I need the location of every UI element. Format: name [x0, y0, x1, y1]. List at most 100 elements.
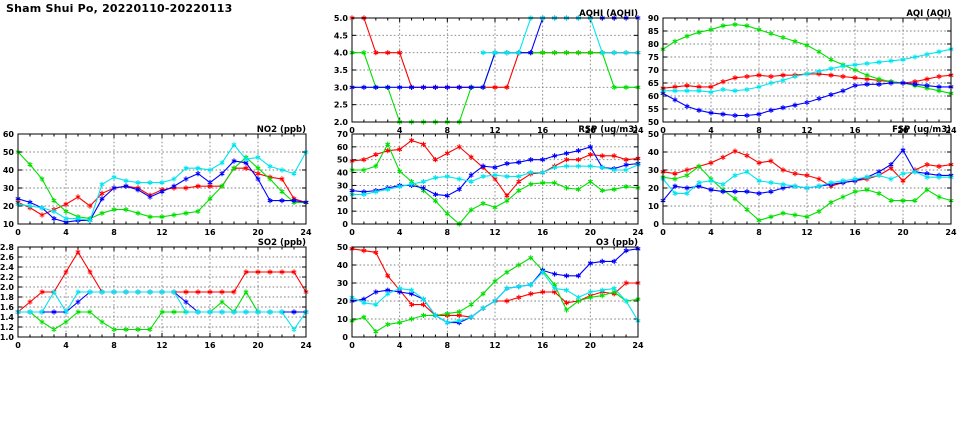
data-markers: [349, 144, 641, 199]
x-tick-label: 24: [300, 228, 312, 237]
plot-frame: [351, 17, 639, 123]
x-tick-label: 4: [708, 228, 714, 237]
x-tick-label: 4: [708, 126, 714, 135]
x-tick-label: 24: [300, 341, 312, 350]
x-tick-label: 0: [349, 228, 355, 237]
plot-frame: [662, 17, 952, 123]
x-tick-label: 20: [897, 228, 909, 237]
x-tick-label: 8: [445, 228, 451, 237]
x-tick-label: 0: [660, 228, 666, 237]
y-tick-label: 40: [337, 261, 349, 270]
x-tick-label: 12: [801, 228, 812, 237]
y-tick-label: 40: [3, 166, 15, 175]
y-tick-label: 3.0: [334, 83, 349, 92]
x-tick-label: 4: [397, 126, 403, 135]
y-tick-label: 2.0: [0, 283, 14, 292]
x-tick-label: 12: [156, 341, 167, 350]
y-tick-label: 3.5: [334, 66, 349, 75]
y-tick-label: 65: [648, 79, 660, 88]
y-tick-label: 30: [648, 166, 660, 175]
y-tick-label: 60: [648, 92, 660, 101]
chart-title-aqi: AQI (AQI): [906, 9, 951, 19]
x-tick-label: 20: [897, 126, 909, 135]
y-tick-label: 20: [337, 194, 349, 203]
x-tick-label: 16: [204, 341, 216, 350]
y-tick-label: 75: [648, 53, 660, 62]
y-tick-label: 20: [337, 297, 349, 306]
data-line: [663, 48, 952, 93]
x-tick-label: 16: [537, 228, 549, 237]
y-tick-label: 1.2: [0, 323, 14, 332]
chart-panel-aqhi: 2.0 2.5 3.0 3.5 4.0 4.5 5.0 0 4 8 12 16 20 24 AQHI (AQ…: [322, 8, 644, 138]
x-tick-label: 8: [111, 341, 117, 350]
x-tick-label: 8: [756, 228, 762, 237]
x-tick-label: 12: [156, 228, 167, 237]
y-tick-label: 85: [648, 27, 660, 36]
y-tick-label: 10: [337, 207, 349, 216]
x-tick-label: 12: [489, 228, 500, 237]
y-tick-label: 50: [3, 148, 15, 157]
y-tick-label: 70: [648, 66, 660, 75]
plot-frame: [351, 246, 639, 338]
chart-panel-no2: 10 20 30 40 50 60 0 4 8 12 16 20 24 NO2 (ppb): [0, 124, 312, 240]
y-tick-label: 1.4: [0, 313, 14, 322]
y-tick-label: 30: [3, 184, 15, 193]
x-tick-label: 16: [537, 341, 549, 350]
y-tick-label: 2.6: [0, 253, 14, 262]
y-tick-label: 40: [337, 169, 349, 178]
chart-panel-aqi: 50 55 60 65 70 75 80 85 90 0 4 8 12 16 20 24 AQI (AQI): [633, 8, 957, 138]
y-tick-label: 30: [337, 279, 349, 288]
y-tick-label: 1.6: [0, 303, 14, 312]
y-tick-label: 50: [648, 118, 660, 127]
plot-frame: [662, 133, 952, 225]
y-tick-label: 10: [337, 315, 349, 324]
y-tick-label: 10: [3, 220, 15, 229]
y-tick-label: 60: [337, 143, 349, 152]
y-tick-label: 20: [3, 202, 15, 211]
chart-panel-o3: 0 10 20 30 40 50 0 4 8 12 16 20 24 O3 (ppb): [322, 237, 644, 353]
x-tick-label: 20: [585, 228, 597, 237]
x-tick-label: 12: [801, 126, 812, 135]
x-tick-label: 24: [632, 228, 644, 237]
x-tick-label: 16: [849, 228, 861, 237]
plot-frame: [17, 133, 307, 225]
chart-panel-fsp: 0 10 20 30 40 50 0 4 8 12 16 20 24 FSP (ug/m3): [633, 124, 957, 240]
chart-title-so2: SO2 (ppb): [258, 238, 306, 248]
y-tick-label: 40: [648, 148, 660, 157]
x-tick-label: 16: [537, 126, 549, 135]
x-tick-label: 24: [945, 126, 957, 135]
y-tick-label: 10: [648, 202, 660, 211]
y-tick-label: 2.0: [334, 118, 349, 127]
x-tick-label: 24: [945, 228, 957, 237]
y-tick-label: 2.4: [0, 263, 14, 272]
x-tick-label: 20: [252, 341, 264, 350]
plot-frame: [351, 133, 639, 225]
y-tick-label: 50: [648, 130, 660, 139]
y-tick-label: 60: [3, 130, 15, 139]
y-tick-label: 1.8: [0, 293, 14, 302]
x-tick-label: 0: [349, 126, 355, 135]
y-tick-label: 50: [337, 243, 349, 252]
y-tick-label: 0: [342, 220, 348, 229]
x-tick-label: 12: [489, 126, 500, 135]
x-tick-label: 4: [63, 341, 69, 350]
x-tick-label: 4: [63, 228, 69, 237]
page-title: Sham Shui Po, 20220110-20220113: [6, 2, 233, 15]
x-tick-label: 24: [632, 341, 644, 350]
chart-title-aqhi: AQHI (AQHI): [579, 9, 638, 19]
y-tick-label: 4.0: [334, 49, 349, 58]
y-tick-label: 70: [337, 130, 349, 139]
x-tick-label: 4: [397, 228, 403, 237]
x-tick-label: 8: [445, 341, 451, 350]
y-tick-label: 0: [342, 333, 348, 342]
chart-title-rsp: RSP (ug/m3): [578, 125, 638, 135]
y-tick-label: 55: [648, 105, 660, 114]
x-tick-label: 16: [204, 228, 216, 237]
x-tick-label: 16: [849, 126, 861, 135]
x-tick-label: 0: [15, 228, 21, 237]
y-tick-label: 5.0: [334, 14, 349, 23]
y-tick-label: 2.8: [0, 243, 14, 252]
x-tick-label: 0: [660, 126, 666, 135]
series-20220111: [660, 21, 954, 96]
x-tick-label: 12: [489, 341, 500, 350]
